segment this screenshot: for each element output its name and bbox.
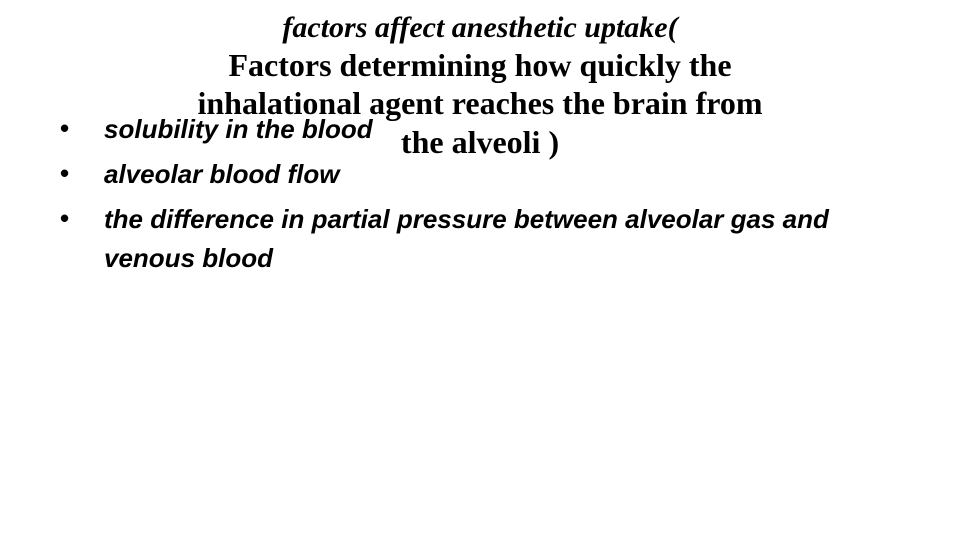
list-item: • the difference in partial pressure bet…: [60, 200, 910, 278]
title-line-3: inhalational agent reaches the brain fro…: [90, 84, 870, 122]
slide: • solubility in the blood • alveolar blo…: [0, 0, 960, 540]
slide-title: factors affect anesthetic uptake( Factor…: [90, 10, 870, 161]
title-line-4: the alveoli ): [90, 123, 870, 161]
bullet-dot-icon: •: [60, 200, 104, 236]
title-line-1: factors affect anesthetic uptake(: [90, 10, 870, 46]
bullet-text: the difference in partial pressure betwe…: [104, 200, 910, 278]
title-line-2: Factors determining how quickly the: [90, 46, 870, 84]
